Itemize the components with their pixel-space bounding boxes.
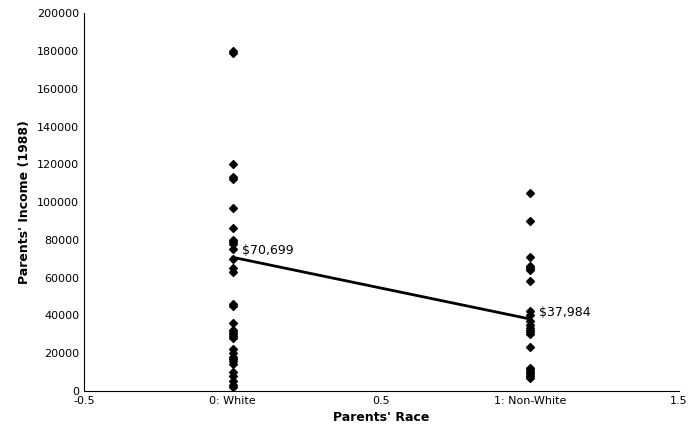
Point — [525, 278, 536, 285]
Point — [525, 330, 536, 338]
Point — [227, 381, 238, 388]
Point — [227, 355, 238, 362]
Point — [525, 263, 536, 270]
Point — [227, 246, 238, 253]
Point — [227, 349, 238, 357]
Point — [227, 255, 238, 262]
Point — [227, 49, 238, 56]
Point — [525, 369, 536, 376]
Point — [227, 330, 238, 338]
Point — [227, 204, 238, 211]
Y-axis label: Parents' Income (1988): Parents' Income (1988) — [18, 120, 32, 284]
Point — [227, 345, 238, 353]
Point — [227, 265, 238, 272]
Point — [227, 378, 238, 385]
Point — [227, 319, 238, 326]
Point — [227, 161, 238, 168]
Point — [525, 321, 536, 328]
X-axis label: Parents' Race: Parents' Race — [333, 411, 430, 424]
Point — [227, 176, 238, 183]
Point — [525, 266, 536, 274]
Point — [227, 240, 238, 247]
Point — [525, 372, 536, 379]
Point — [525, 365, 536, 372]
Point — [227, 357, 238, 364]
Point — [227, 238, 238, 245]
Point — [227, 353, 238, 361]
Point — [227, 334, 238, 341]
Point — [227, 329, 238, 336]
Point — [525, 189, 536, 196]
Point — [525, 308, 536, 315]
Point — [227, 361, 238, 368]
Point — [227, 369, 238, 376]
Point — [525, 344, 536, 351]
Point — [227, 372, 238, 379]
Point — [227, 383, 238, 391]
Point — [525, 312, 536, 319]
Point — [227, 300, 238, 307]
Point — [525, 265, 536, 272]
Point — [525, 370, 536, 377]
Point — [525, 325, 536, 332]
Point — [525, 265, 536, 272]
Point — [227, 225, 238, 232]
Point — [227, 333, 238, 340]
Point — [525, 253, 536, 260]
Point — [525, 329, 536, 336]
Point — [227, 48, 238, 55]
Point — [525, 366, 536, 373]
Point — [525, 317, 536, 325]
Point — [227, 268, 238, 275]
Point — [525, 327, 536, 334]
Point — [227, 236, 238, 243]
Point — [227, 174, 238, 181]
Text: $37,984: $37,984 — [539, 306, 591, 319]
Text: $70,699: $70,699 — [241, 245, 293, 258]
Point — [525, 374, 536, 381]
Point — [525, 218, 536, 225]
Point — [227, 302, 238, 309]
Point — [227, 327, 238, 334]
